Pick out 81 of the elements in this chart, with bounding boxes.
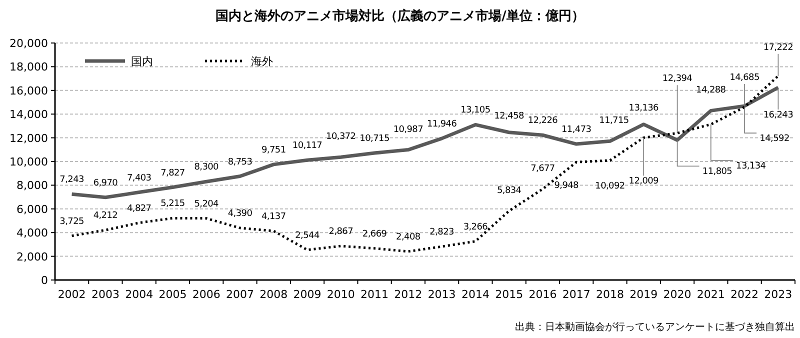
data-label: 2,408 [396,232,421,242]
data-label: 2,867 [328,227,354,238]
y-tick-label: 8,000 [16,179,48,192]
x-tick-label: 2014 [461,288,490,301]
x-tick-label: 2023 [764,288,792,301]
data-label: 5,834 [496,186,522,196]
data-label: 13,136 [628,103,660,114]
data-label: 13,105 [460,106,490,116]
y-tick-label: 16,000 [10,84,48,98]
data-label: 10,092 [595,181,625,192]
data-label: 7,827 [160,168,185,178]
data-label: 10,987 [393,124,424,135]
data-label: 2,669 [362,229,388,240]
data-label: 11,805 [702,167,732,178]
data-label: 12,226 [528,116,558,126]
x-tick-label: 2018 [596,288,624,301]
x-tick-label: 2006 [192,288,220,301]
x-tick-label: 2013 [428,288,456,301]
data-label: 3,266 [463,222,488,232]
data-label: 9,948 [554,181,580,192]
data-label: 11,473 [562,125,592,136]
data-label: 14,592 [760,134,790,144]
data-label: 4,390 [228,208,253,219]
data-label: 5,215 [160,199,185,210]
data-label: 6,970 [93,178,118,188]
data-label: 3,725 [60,216,84,227]
data-label: 12,009 [628,176,660,187]
x-tick-label: 2020 [663,288,692,301]
x-tick-label: 2005 [158,288,187,301]
x-tick-label: 2015 [495,288,524,301]
y-tick-label: 20,000 [10,37,48,50]
legend-label: 海外 [251,55,273,68]
data-label: 11,715 [599,116,629,126]
data-label: 7,677 [530,164,555,174]
data-label: 10,715 [360,134,390,144]
x-tick-label: 2010 [326,288,355,301]
data-label: 17,222 [763,42,794,53]
x-tick-label: 2016 [528,288,557,301]
x-tick-label: 2011 [360,288,389,301]
data-label: 4,212 [93,211,118,222]
data-label: 13,134 [736,161,766,172]
data-label: 8,753 [228,157,252,168]
data-label: 4,137 [262,212,286,222]
data-label: 2,823 [430,228,454,238]
x-tick-label: 2007 [226,288,254,301]
data-label: 14,685 [730,72,760,83]
data-label: 12,458 [494,111,525,122]
x-tick-label: 2002 [58,288,86,301]
data-label: 8,300 [194,162,220,173]
y-tick-label: 4,000 [16,226,48,240]
data-label: 9,751 [262,145,286,156]
data-label: 7,243 [60,175,84,186]
legend-label: 国内 [131,55,153,68]
y-tick-label: 18,000 [10,60,48,74]
x-tick-label: 2009 [293,288,322,301]
x-tick-label: 2003 [91,288,120,301]
data-label: 7,403 [126,173,152,184]
data-label: 10,372 [326,132,356,142]
x-tick-label: 2012 [394,288,422,301]
data-label: 10,117 [292,141,322,152]
data-label: 12,394 [662,74,693,84]
y-tick-label: 6,000 [16,202,48,216]
y-tick-label: 0 [41,274,48,287]
x-tick-label: 2022 [730,288,759,301]
y-tick-label: 14,000 [10,108,48,122]
source-note: 出典：日本動画協会が行っているアンケートに基づき独自算出 [515,321,795,333]
data-label: 4,827 [126,204,152,214]
x-tick-label: 2008 [260,288,288,301]
x-tick-label: 2019 [630,288,658,301]
data-label: 11,946 [426,119,458,130]
y-tick-label: 2,000 [16,250,48,264]
data-label: 14,288 [696,86,726,96]
y-tick-label: 10,000 [10,156,48,168]
y-tick-label: 12,000 [10,132,48,145]
x-tick-label: 2017 [562,288,590,301]
x-tick-label: 2021 [696,288,725,301]
x-tick-label: 2004 [125,288,154,301]
chart-title: 国内と海外のアニメ市場対比（広義のアニメ市場/単位：億円） [216,8,584,24]
data-label: 16,243 [763,110,794,121]
data-label: 5,204 [194,199,220,210]
data-label: 2,544 [295,230,320,241]
